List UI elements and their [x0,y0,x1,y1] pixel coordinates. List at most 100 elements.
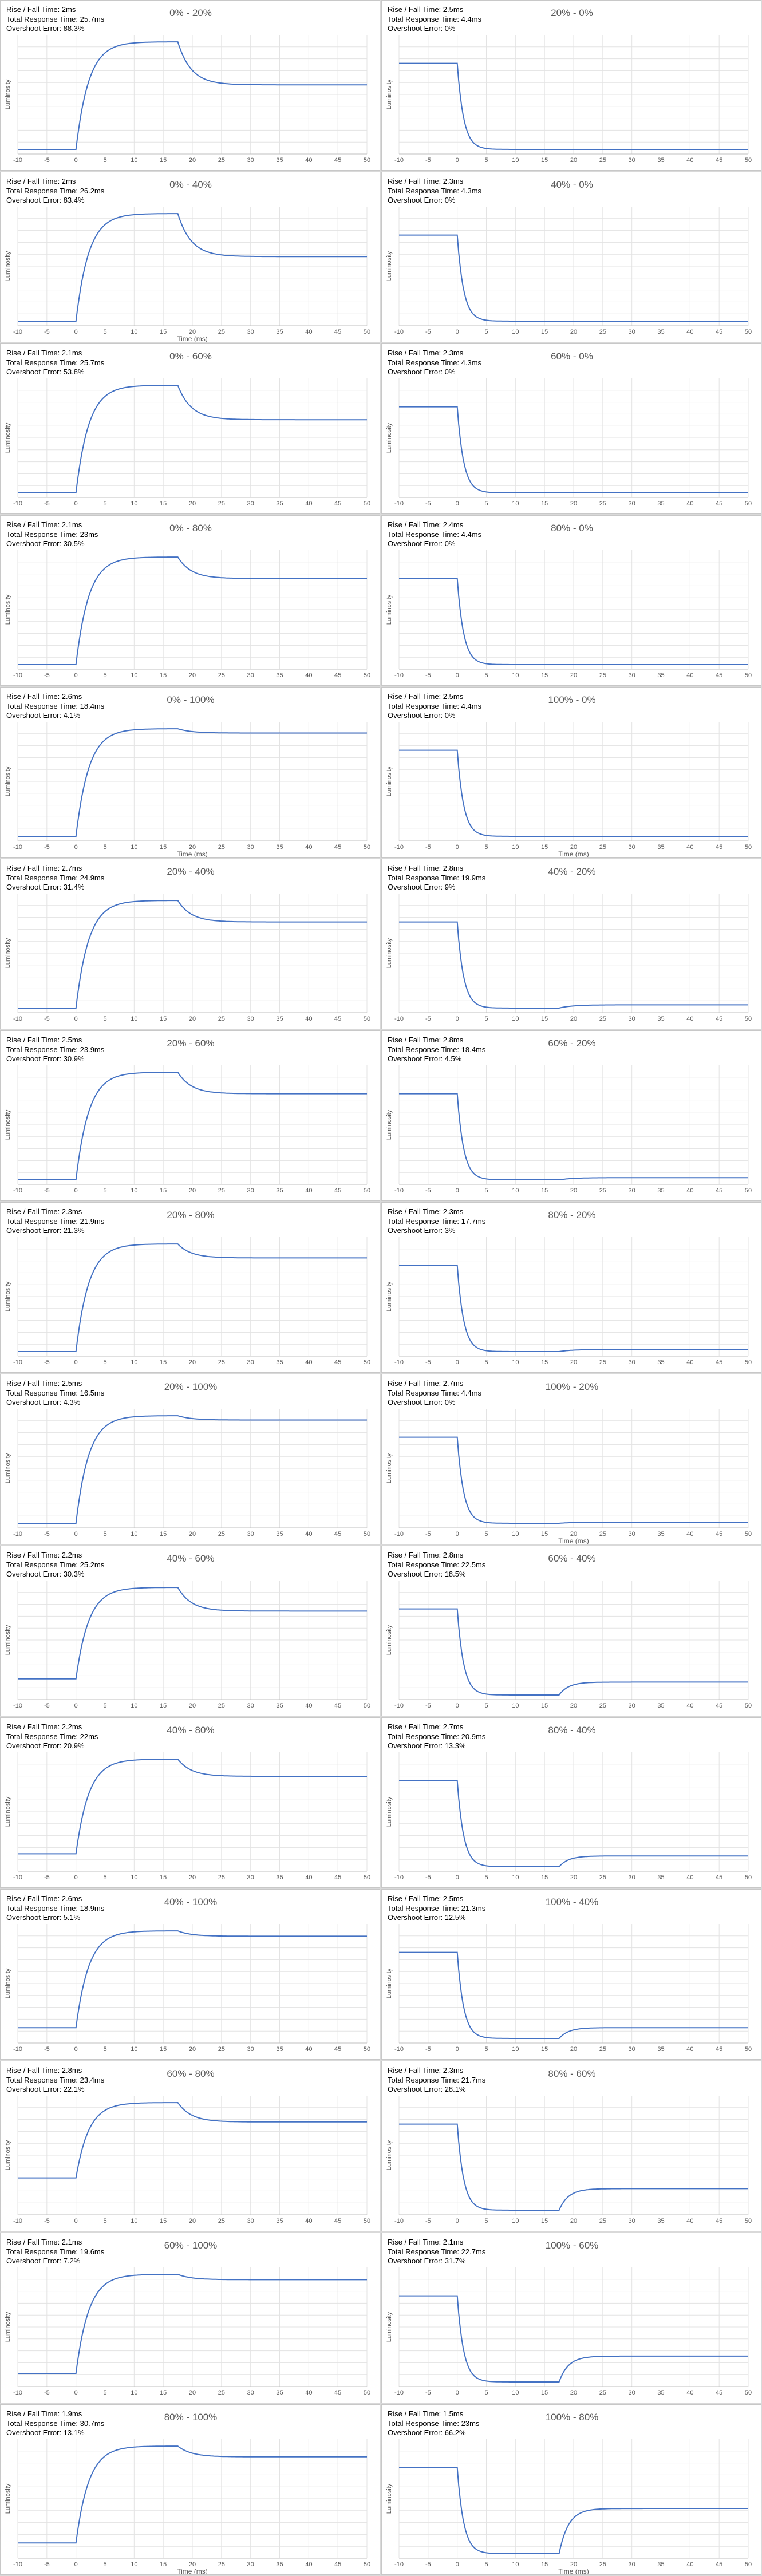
response-stats: Rise / Fall Time: 2.6ms Total Response Ti… [6,692,104,721]
y-axis-label: Luminosity [386,251,393,281]
y-axis-label: Luminosity [5,1109,11,1140]
x-tick-label: -5 [44,329,50,335]
chart-panel: Rise / Fall Time: 2ms Total Response Time… [0,172,380,342]
x-tick-label: 30 [629,500,635,507]
x-tick-label: 30 [247,1016,254,1022]
x-tick-label: 45 [716,329,722,335]
x-tick-label: 35 [657,2561,664,2568]
rise-fall-time: Rise / Fall Time: 2.8ms [388,1036,464,1044]
rise-fall-time: Rise / Fall Time: 2ms [6,177,76,185]
line-chart: -10 -5 0 5 10 15 20 25 30 35 40 45 50 Luminosity [5,1752,370,1881]
x-tick-label: 35 [657,844,664,851]
x-tick-label: 5 [484,1702,488,1709]
x-tick-label: 10 [131,1359,137,1366]
response-stats: Rise / Fall Time: 2.6ms Total Response Ti… [6,1894,104,1923]
x-tick-label: -5 [425,1531,431,1538]
response-stats: Rise / Fall Time: 2.2ms Total Response Ti… [6,1722,98,1751]
x-tick-label: 10 [512,1531,519,1538]
x-tick-label: 0 [74,2561,78,2568]
x-tick-label: 20 [570,2218,577,2225]
x-tick-label: 15 [160,2046,167,2053]
chart-panel: Rise / Fall Time: 1.5ms Total Response Ti… [381,2404,761,2575]
y-axis-label: Luminosity [386,2312,393,2342]
x-tick-label: 0 [74,2389,78,2396]
total-response-time: Total Response Time: 26.2ms [6,186,105,195]
x-tick-label: 45 [716,1359,722,1366]
luminosity-series-line [399,1265,748,1352]
x-axis-label: Time (ms) [177,850,208,858]
x-tick-label: 45 [334,2389,341,2396]
x-tick-label: 25 [599,157,606,164]
x-tick-label: 5 [103,2218,106,2225]
y-axis-label: Luminosity [5,2312,11,2342]
x-tick-label: 45 [334,500,341,507]
x-tick-label: 20 [189,1187,196,1194]
x-tick-label: 25 [218,844,225,851]
response-stats: Rise / Fall Time: 2.7ms Total Response Ti… [388,1722,485,1751]
x-tick-label: -5 [425,500,431,507]
x-tick-label: 35 [657,2389,664,2396]
x-tick-label: 20 [570,844,577,851]
x-tick-label: 15 [160,329,167,335]
chart-title: 40% - 60% [167,1553,215,1564]
x-tick-label: 45 [334,2046,341,2053]
response-stats: Rise / Fall Time: 2.8ms Total Response Ti… [6,2066,104,2095]
x-tick-label: -10 [394,500,404,507]
x-tick-label: 50 [364,2561,370,2568]
x-tick-label: 0 [456,2218,459,2225]
luminosity-series-line [18,1072,367,1180]
x-tick-label: 35 [276,1702,283,1709]
x-tick-label: 15 [541,1702,548,1709]
overshoot-error: Overshoot Error: 0% [388,368,456,376]
chart-panel: Rise / Fall Time: 2.3ms Total Response Ti… [381,343,761,514]
x-tick-label: 50 [745,1702,752,1709]
x-tick-label: 50 [364,2389,370,2396]
x-tick-label: 15 [541,329,548,335]
x-tick-label: 25 [599,2046,606,2053]
x-tick-label: -10 [394,1016,404,1022]
y-axis-label: Luminosity [386,1796,393,1827]
x-tick-label: 30 [629,1359,635,1366]
x-tick-label: 50 [745,157,752,164]
x-tick-label: 45 [334,844,341,851]
x-tick-label: 20 [570,1359,577,1366]
overshoot-error: Overshoot Error: 20.9% [6,1741,85,1750]
chart-panel: Rise / Fall Time: 2.5ms Total Response Ti… [381,0,761,171]
line-chart: -10 -5 0 5 10 15 20 25 30 35 40 45 50 Luminosity [5,1065,370,1194]
x-tick-label: 15 [160,672,167,679]
rise-fall-time: Rise / Fall Time: 2.3ms [388,177,464,185]
x-tick-label: 25 [218,2389,225,2396]
x-tick-label: 35 [276,2218,283,2225]
rise-fall-time: Rise / Fall Time: 2.1ms [6,520,82,529]
x-tick-label: 5 [484,157,488,164]
x-tick-label: 25 [599,844,606,851]
total-response-time: Total Response Time: 19.9ms [388,873,486,882]
x-tick-label: 0 [74,1016,78,1022]
x-tick-label: 35 [657,672,664,679]
chart-panel: Rise / Fall Time: 1.9ms Total Response Ti… [0,2404,380,2575]
x-tick-label: 0 [74,1187,78,1194]
x-tick-label: -10 [394,1187,404,1194]
x-tick-label: 35 [276,1531,283,1538]
chart-panel: Rise / Fall Time: 2.1ms Total Response Ti… [0,343,380,514]
response-stats: Rise / Fall Time: 2.3ms Total Response Ti… [388,1207,485,1236]
x-tick-label: 10 [131,1874,137,1881]
overshoot-error: Overshoot Error: 18.5% [388,1570,466,1578]
x-tick-label: 20 [570,1016,577,1022]
x-tick-label: 25 [218,1531,225,1538]
x-tick-label: 20 [189,329,196,335]
x-tick-label: 30 [629,2389,635,2396]
y-axis-label: Luminosity [5,1968,11,1998]
luminosity-series-line [18,728,367,837]
x-tick-label: 20 [189,1702,196,1709]
luminosity-series-line [399,1436,748,1524]
x-tick-label: 5 [103,2046,106,2053]
overshoot-error: Overshoot Error: 4.1% [6,711,81,720]
x-tick-label: 50 [364,329,370,335]
overshoot-error: Overshoot Error: 4.5% [388,1054,462,1063]
x-tick-label: 20 [570,2389,577,2396]
rise-fall-time: Rise / Fall Time: 2.3ms [388,2066,464,2075]
x-tick-label: 30 [247,329,254,335]
x-tick-label: 0 [456,672,459,679]
x-tick-label: 15 [541,2389,548,2396]
